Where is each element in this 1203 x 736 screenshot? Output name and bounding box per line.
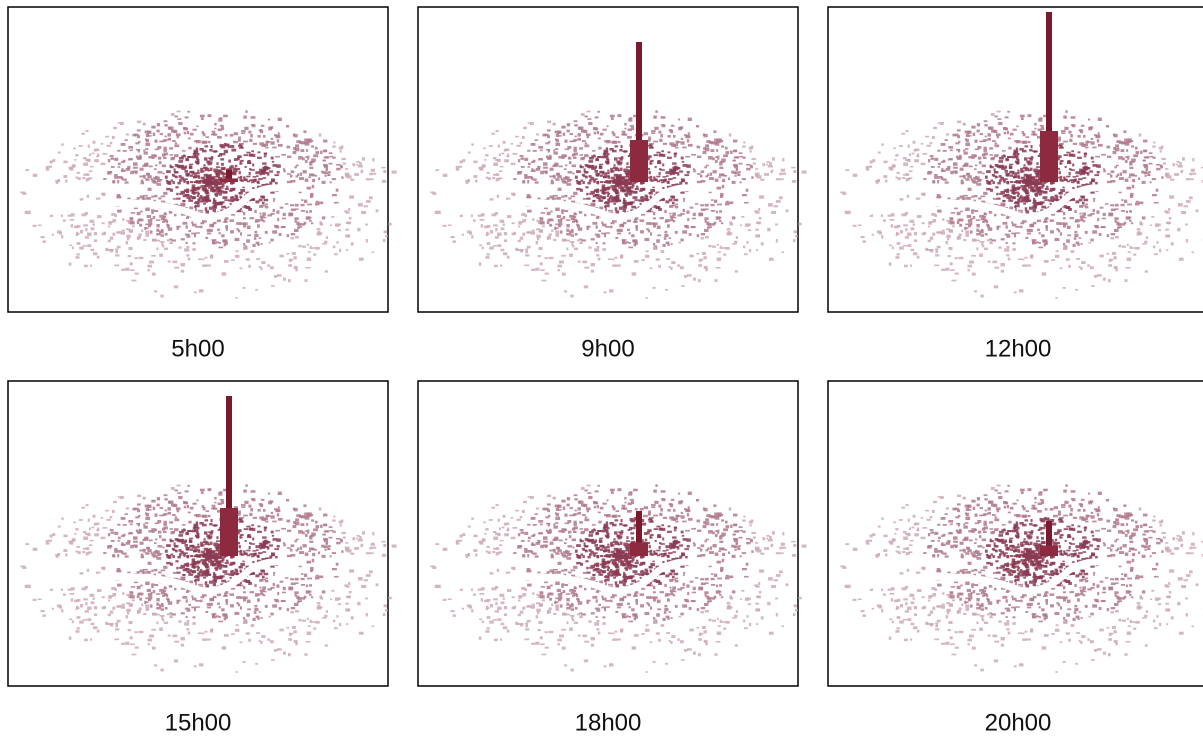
panel-label: 9h00 <box>581 335 634 362</box>
panel-frame <box>828 381 1203 686</box>
density-spike-base <box>220 508 238 556</box>
density-spike-base <box>630 140 648 182</box>
panel-label: 18h00 <box>575 709 642 736</box>
density-spike-base <box>630 543 648 557</box>
density-spike-base <box>220 178 238 182</box>
figure: 5h00 9h00 12h00 15h00 18h00 20h00 <box>0 0 1203 736</box>
density-spike-base <box>1040 546 1058 557</box>
panel-label: 12h00 <box>985 335 1052 362</box>
density-spike-base <box>1040 131 1058 182</box>
panel-label: 5h00 <box>171 335 224 362</box>
panel-label: 20h00 <box>985 709 1052 736</box>
panel-label: 15h00 <box>165 709 232 736</box>
panel-frame <box>828 7 1203 312</box>
page: {"panels": [ {"label": "5h00"}, {"label"… <box>0 0 1203 736</box>
